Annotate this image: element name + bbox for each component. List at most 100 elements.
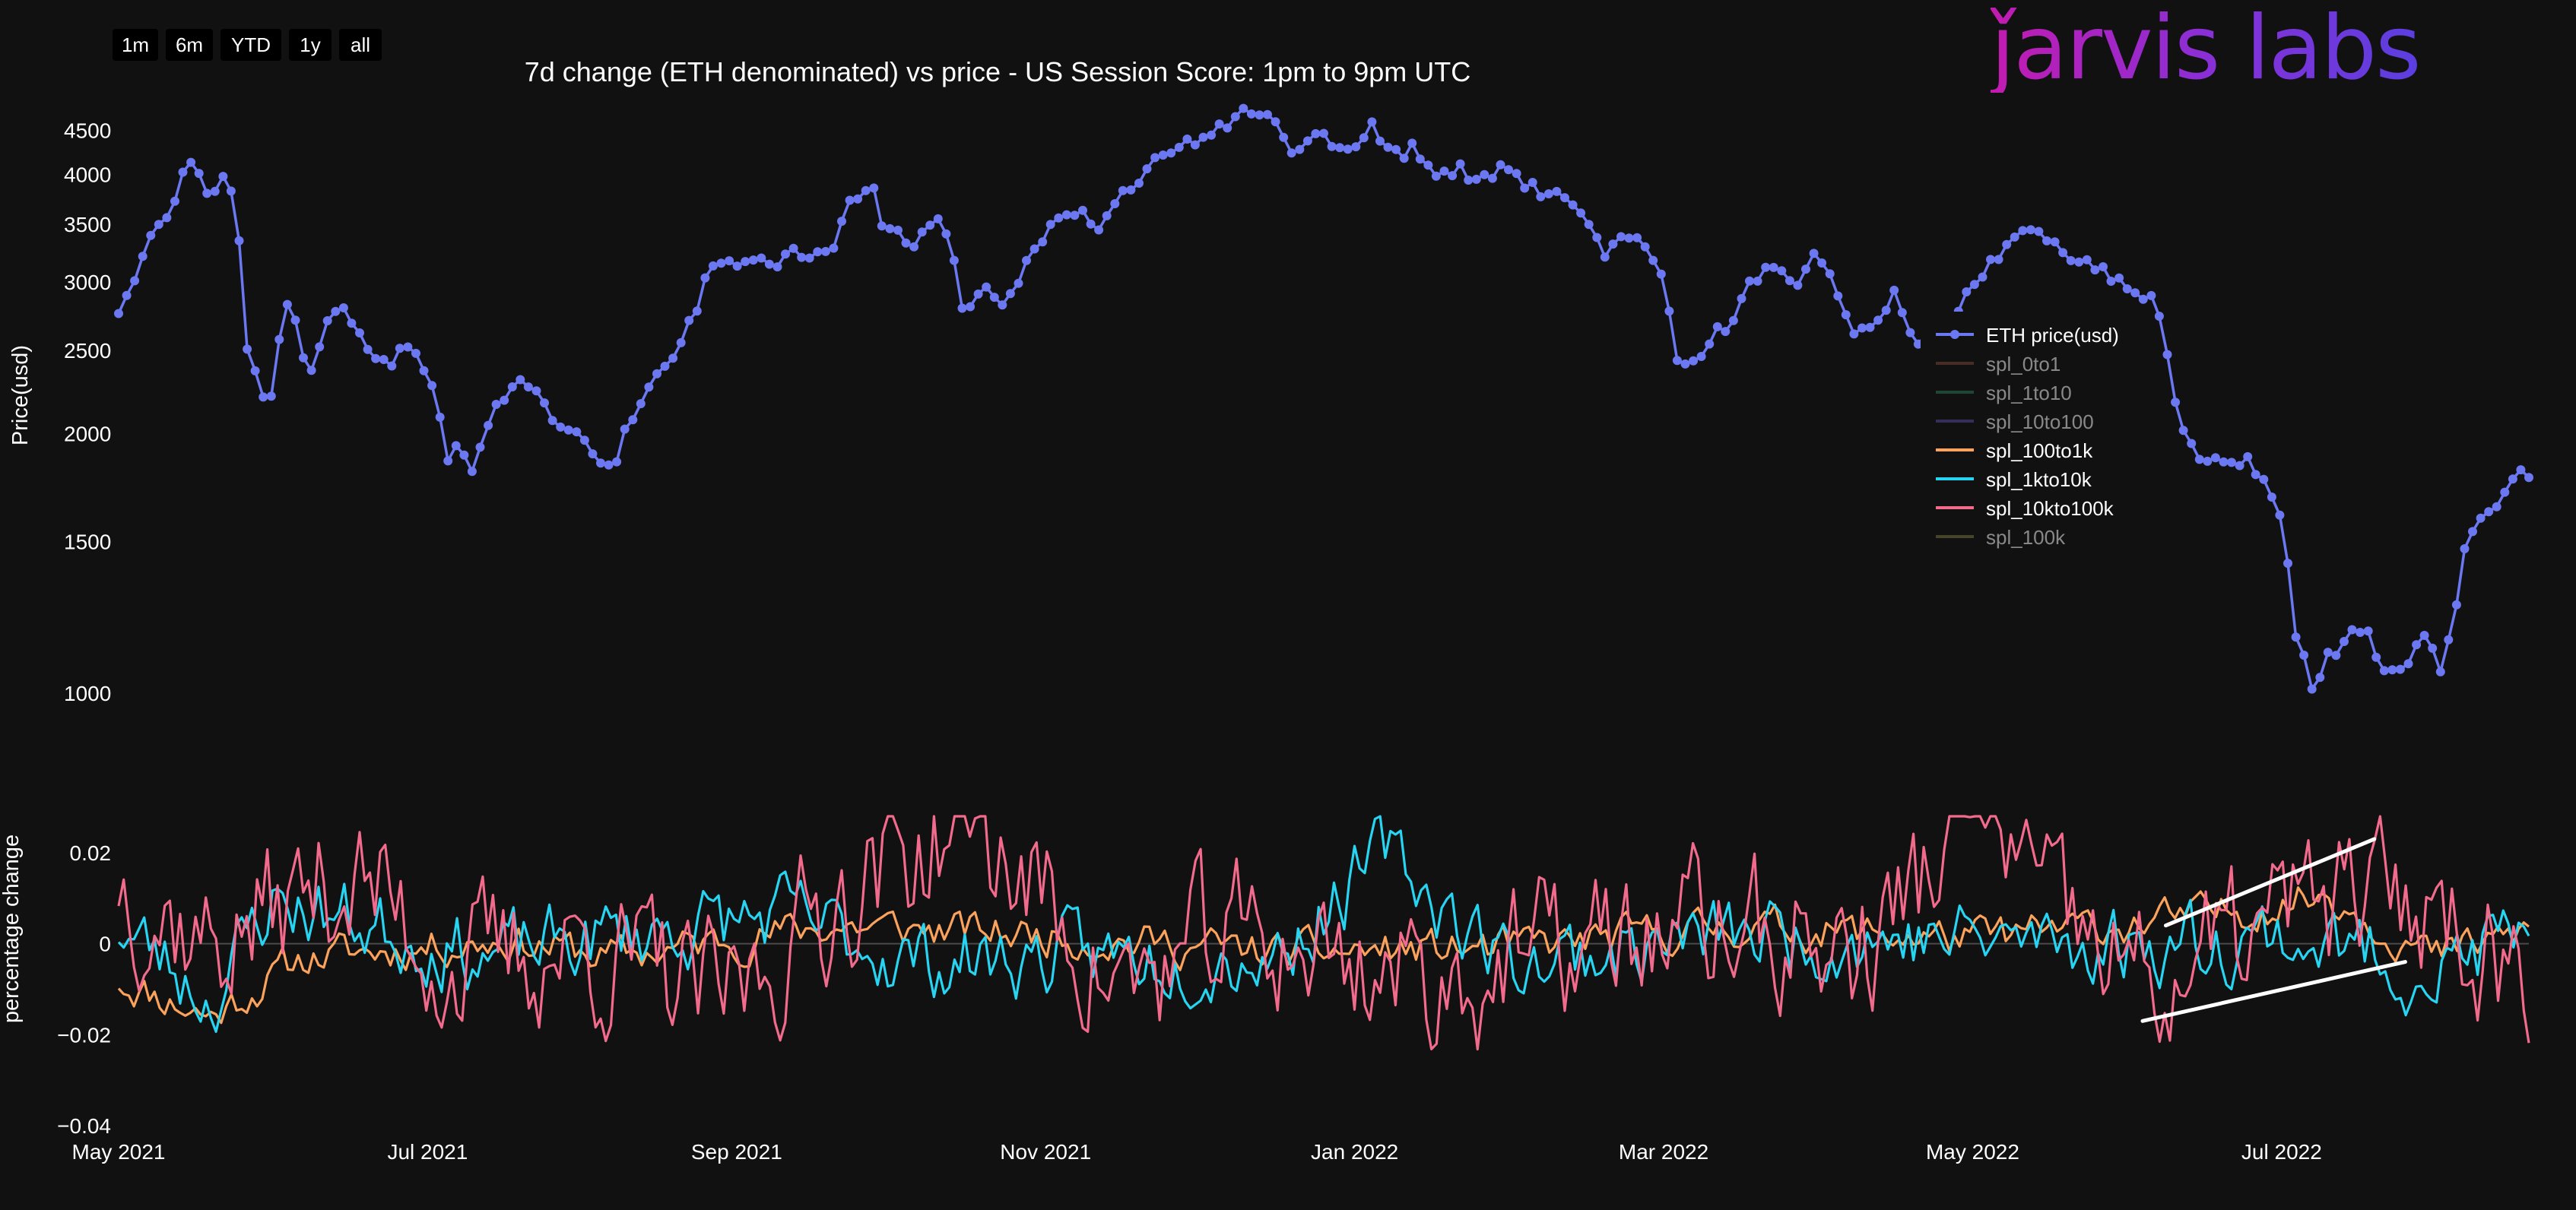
price-point bbox=[1487, 173, 1497, 183]
price-point bbox=[604, 460, 614, 470]
legend-box bbox=[1921, 312, 2149, 556]
change-y-tick: −0.04 bbox=[57, 1114, 111, 1138]
price-point bbox=[500, 395, 509, 405]
price-y-tick: 1000 bbox=[64, 682, 111, 705]
change-axis-label: percentage change bbox=[0, 835, 24, 1023]
price-axis-label: Price(usd) bbox=[8, 345, 33, 445]
range-button-6m[interactable]: 6m bbox=[166, 29, 213, 61]
price-point bbox=[186, 157, 196, 167]
price-point bbox=[829, 243, 839, 253]
price-point bbox=[1536, 192, 1546, 201]
price-point bbox=[2010, 232, 2019, 242]
range-button-1m[interactable]: 1m bbox=[113, 29, 158, 61]
price-point bbox=[925, 220, 935, 230]
price-point bbox=[757, 253, 766, 263]
price-point bbox=[2315, 673, 2325, 683]
price-point bbox=[2154, 312, 2164, 321]
price-point bbox=[2428, 643, 2438, 653]
price-point bbox=[1520, 183, 1530, 193]
legend-item[interactable]: spl_10kto100k bbox=[1936, 497, 2114, 520]
price-point bbox=[1969, 280, 1979, 290]
price-point bbox=[1986, 255, 1995, 264]
price-point bbox=[1439, 166, 1449, 176]
price-point bbox=[1118, 185, 1128, 195]
price-point bbox=[1271, 117, 1280, 127]
price-point bbox=[1464, 176, 1474, 185]
change-y-tick: 0 bbox=[99, 933, 111, 956]
series-line-spl_1kto10k bbox=[117, 815, 2530, 1034]
price-point bbox=[363, 344, 373, 354]
price-point bbox=[2082, 255, 2092, 264]
price-point bbox=[2307, 684, 2317, 694]
price-point bbox=[684, 315, 694, 325]
legend-item[interactable]: spl_1kto10k bbox=[1936, 468, 2092, 491]
price-point bbox=[1022, 255, 1031, 265]
price-point bbox=[1640, 242, 1650, 252]
price-point bbox=[1110, 199, 1120, 208]
price-point bbox=[1239, 103, 1248, 113]
price-point bbox=[2099, 262, 2108, 271]
price-point bbox=[813, 247, 823, 257]
legend-item[interactable]: spl_100to1k bbox=[1936, 439, 2093, 462]
price-point bbox=[435, 412, 445, 422]
price-point bbox=[797, 252, 807, 262]
price-point bbox=[1311, 128, 1321, 138]
price-point bbox=[966, 302, 976, 312]
price-point bbox=[1913, 339, 1923, 349]
price-point bbox=[1150, 153, 1160, 163]
price-point bbox=[1431, 171, 1441, 181]
price-point bbox=[371, 353, 381, 363]
price-point bbox=[2444, 635, 2454, 645]
price-point bbox=[411, 348, 420, 358]
price-point bbox=[1166, 148, 1176, 158]
x-tick-label: Jul 2021 bbox=[387, 1140, 468, 1164]
price-point bbox=[1415, 154, 1425, 164]
price-point bbox=[347, 318, 357, 328]
price-point bbox=[692, 306, 702, 316]
price-point bbox=[820, 246, 830, 256]
price-point bbox=[507, 382, 517, 391]
legend-item[interactable]: spl_1to10 bbox=[1936, 382, 2072, 404]
range-button-1y[interactable]: 1y bbox=[289, 29, 332, 61]
legend-marker bbox=[1950, 330, 1959, 339]
price-point bbox=[1624, 233, 1634, 243]
price-point bbox=[1656, 269, 1666, 279]
price-point bbox=[588, 449, 598, 459]
price-point bbox=[1833, 291, 1843, 301]
range-button-ytd[interactable]: YTD bbox=[220, 29, 281, 61]
change-y-tick: −0.02 bbox=[57, 1023, 111, 1047]
price-point bbox=[949, 255, 959, 265]
price-point bbox=[1978, 272, 1988, 282]
price-point bbox=[1552, 186, 1562, 196]
legend-item[interactable]: spl_0to1 bbox=[1936, 353, 2060, 375]
price-point bbox=[1070, 211, 1080, 220]
price-point bbox=[1962, 287, 1972, 296]
x-tick-label: Mar 2022 bbox=[1619, 1140, 1708, 1164]
legend-item[interactable]: spl_100k bbox=[1936, 526, 2066, 549]
x-tick-label: Nov 2021 bbox=[1000, 1140, 1091, 1164]
price-point bbox=[322, 316, 332, 325]
price-point bbox=[2403, 659, 2413, 669]
price-point bbox=[1029, 244, 1039, 254]
price-point bbox=[1784, 276, 1794, 286]
price-point bbox=[853, 194, 863, 204]
legend-item[interactable]: ETH price(usd) bbox=[1936, 324, 2119, 347]
price-point bbox=[2219, 457, 2229, 467]
price-point bbox=[837, 217, 846, 226]
price-point bbox=[885, 223, 895, 233]
range-button-all[interactable]: all bbox=[339, 29, 382, 61]
price-point bbox=[1632, 233, 1642, 242]
price-point bbox=[901, 238, 911, 248]
price-point bbox=[2090, 265, 2100, 275]
price-point bbox=[1889, 285, 1899, 295]
legend-item[interactable]: spl_10to100 bbox=[1936, 410, 2094, 433]
price-point bbox=[644, 382, 654, 392]
price-point bbox=[1897, 308, 1907, 318]
price-point bbox=[1207, 130, 1217, 140]
price-point bbox=[451, 441, 461, 451]
price-point bbox=[1528, 178, 1537, 187]
price-point bbox=[1327, 141, 1337, 151]
price-point bbox=[1142, 164, 1152, 174]
price-point bbox=[2194, 455, 2204, 464]
price-point bbox=[716, 258, 726, 268]
